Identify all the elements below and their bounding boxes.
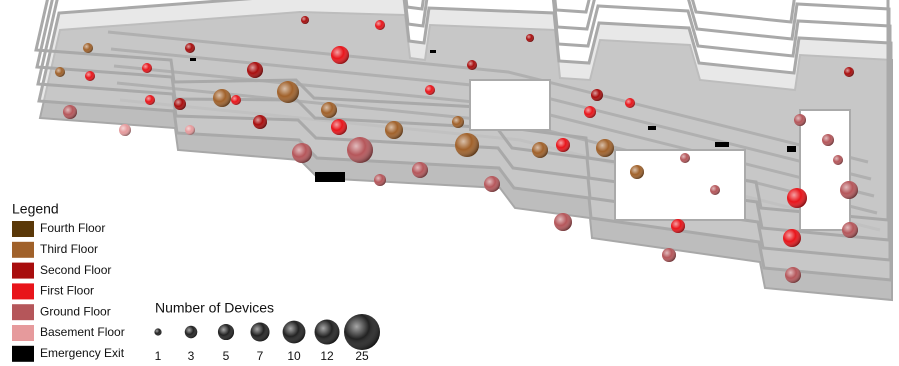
legend-swatch	[12, 283, 34, 300]
courtyard	[799, 109, 851, 231]
sphere-shade	[526, 34, 534, 42]
emergency-exit	[190, 58, 196, 61]
sphere-shade	[119, 124, 131, 136]
legend: Fourth Floor Third Floor Second Floor First…	[12, 221, 380, 363]
sphere-shade	[253, 115, 267, 129]
sphere-shade	[680, 153, 690, 163]
sphere-shade	[347, 137, 373, 163]
sphere-shade	[231, 95, 241, 105]
sphere-shade	[630, 165, 644, 179]
emergency-exit	[430, 50, 436, 53]
legend-label: Ground Floor	[40, 304, 111, 318]
emergency-exit	[787, 146, 796, 152]
sphere-shade	[331, 46, 349, 64]
sphere-shade	[484, 176, 500, 192]
sphere-shade	[556, 138, 570, 152]
floor-outline	[34, 0, 890, 222]
legend-swatch	[12, 262, 34, 279]
sphere-shade	[425, 85, 435, 95]
size-legend-title: Number of Devices	[155, 300, 274, 316]
sphere-shade	[385, 121, 403, 139]
sphere-shade	[174, 98, 186, 110]
size-legend-label: 5	[223, 349, 230, 363]
floor-outline	[36, 0, 892, 262]
sphere-shade	[452, 116, 464, 128]
sphere-shade	[83, 43, 93, 53]
sphere-shade	[277, 81, 299, 103]
sphere-shade	[822, 134, 834, 146]
legend-swatch	[12, 241, 34, 258]
sphere-shade	[467, 60, 477, 70]
legend-swatch	[12, 345, 34, 362]
sphere-shade	[55, 67, 65, 77]
sphere-shade	[321, 102, 337, 118]
sphere-shade	[63, 105, 77, 119]
sphere-shade	[785, 267, 801, 283]
sphere-shade	[213, 89, 231, 107]
legend-label: Third Floor	[40, 242, 98, 256]
sphere-shade	[671, 219, 685, 233]
sphere-shade	[375, 20, 385, 30]
size-legend-shade	[184, 325, 198, 339]
sphere-shade	[85, 71, 95, 81]
sphere-shade	[301, 16, 309, 24]
legend-label: Basement Floor	[40, 325, 125, 339]
sphere-shade	[833, 155, 843, 165]
sphere-shade	[584, 106, 596, 118]
sphere-shade	[185, 43, 195, 53]
legend-label: Second Floor	[40, 263, 111, 277]
legend-swatch	[12, 304, 34, 321]
size-legend-label: 25	[355, 349, 369, 363]
sphere-shade	[532, 142, 548, 158]
size-legend-shade	[217, 323, 235, 341]
sphere-shade	[374, 174, 386, 186]
size-legend-shade	[344, 314, 380, 350]
courtyard	[469, 79, 551, 131]
sphere-shade	[142, 63, 152, 73]
sphere-shade	[783, 229, 801, 247]
emergency-exit	[715, 142, 729, 147]
courtyard	[614, 149, 746, 221]
sphere-shade	[596, 139, 614, 157]
sphere-shade	[247, 62, 263, 78]
sphere-shade	[591, 89, 603, 101]
legend-label: First Floor	[40, 284, 94, 298]
size-legend-label: 1	[155, 349, 162, 363]
device-spheres	[55, 16, 858, 283]
sphere-shade	[412, 162, 428, 178]
emergency-exit	[648, 126, 656, 130]
size-legend-shade	[314, 319, 340, 345]
size-legend-label: 3	[188, 349, 195, 363]
sphere-shade	[842, 222, 858, 238]
sphere-shade	[794, 114, 806, 126]
floor-outline	[35, 0, 891, 242]
legend-label: Fourth Floor	[40, 221, 105, 235]
sphere-shade	[292, 143, 312, 163]
sphere-shade	[710, 185, 720, 195]
sphere-shade	[331, 119, 347, 135]
sphere-shade	[145, 95, 155, 105]
size-legend-shade	[154, 328, 162, 336]
legend-label: Emergency Exit	[40, 346, 125, 360]
sphere-shade	[787, 188, 807, 208]
sphere-shade	[662, 248, 676, 262]
legend-swatch	[12, 221, 34, 237]
sphere-shade	[554, 213, 572, 231]
sphere-shade	[625, 98, 635, 108]
size-legend-shade	[282, 320, 306, 344]
emergency-exit	[315, 172, 345, 182]
sphere-shade	[840, 181, 858, 199]
legend-title: Legend	[12, 201, 59, 217]
corridor	[107, 30, 869, 164]
size-legend-label: 7	[257, 349, 264, 363]
sphere-shade	[844, 67, 854, 77]
size-legend-label: 12	[320, 349, 334, 363]
size-legend-label: 10	[287, 349, 301, 363]
sphere-shade	[455, 133, 479, 157]
legend-swatch	[12, 325, 34, 341]
size-legend-shade	[250, 322, 270, 342]
sphere-shade	[185, 125, 195, 135]
